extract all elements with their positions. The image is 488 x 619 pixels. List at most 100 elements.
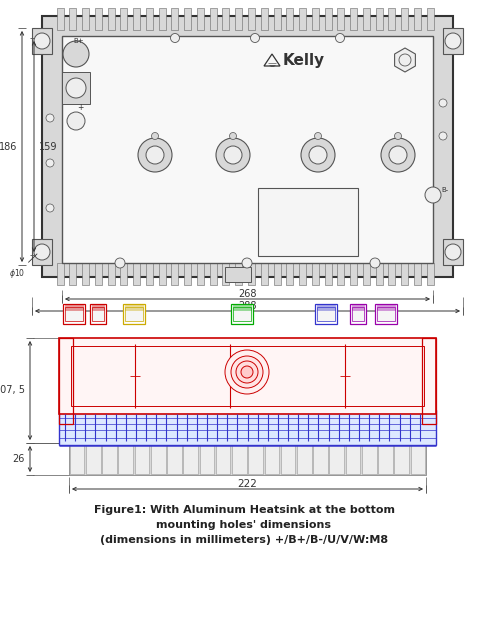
Bar [63,304,85,324]
Bar [90,304,106,324]
Bar [427,8,434,30]
Bar [159,263,165,285]
Bar [235,8,242,30]
Text: B+: B+ [73,38,84,44]
Bar [200,444,214,474]
Bar [350,8,357,30]
Bar [123,304,145,324]
Bar [151,444,165,474]
Bar [317,307,335,321]
Bar [286,8,293,30]
Bar [312,263,319,285]
Bar [248,263,255,285]
Bar [376,8,383,30]
Bar [183,444,198,474]
Bar [62,36,433,263]
Bar [69,8,76,30]
Circle shape [66,78,86,98]
Bar [414,263,421,285]
Bar [57,263,63,285]
Bar [233,304,251,310]
Bar [146,8,153,30]
Bar [422,338,436,424]
Bar [121,263,127,285]
Bar [223,8,229,30]
Text: 107, 5: 107, 5 [0,386,25,396]
Bar [235,263,242,285]
Bar [274,8,281,30]
Circle shape [231,356,263,388]
Bar [210,263,217,285]
Bar [337,8,345,30]
Bar [107,263,115,285]
Bar [388,263,395,285]
Bar [59,410,436,445]
Bar [171,8,179,30]
Circle shape [151,132,159,139]
Circle shape [146,146,164,164]
Bar [317,304,335,310]
Text: 288: 288 [238,301,257,311]
Bar [231,304,253,324]
Bar [62,72,90,104]
Bar [57,8,63,30]
Bar [167,444,182,474]
Circle shape [241,366,253,378]
Circle shape [425,187,441,203]
Circle shape [63,41,89,67]
Circle shape [370,258,380,268]
Bar [133,8,140,30]
Bar [299,8,306,30]
Bar [135,444,149,474]
Bar [171,263,179,285]
Bar [274,263,281,285]
Bar [223,263,229,285]
Bar [121,8,127,30]
Bar [216,444,230,474]
Bar [312,8,319,30]
Bar [363,263,370,285]
Bar [337,263,345,285]
Circle shape [445,244,461,260]
Circle shape [225,350,269,394]
Bar [315,304,337,324]
Bar [92,307,104,321]
Text: Kelly: Kelly [283,53,325,67]
Bar [375,304,397,324]
Bar [313,444,328,474]
Bar [184,8,191,30]
Bar [133,263,140,285]
Bar [248,444,263,474]
Bar [401,263,408,285]
Bar [210,8,217,30]
Bar [329,444,344,474]
Bar [197,8,204,30]
Circle shape [224,146,242,164]
Bar [281,444,295,474]
Bar [95,263,102,285]
Circle shape [301,138,335,172]
Bar [352,304,364,310]
Circle shape [46,159,54,167]
Circle shape [439,132,447,140]
Bar [69,443,426,475]
Bar [394,444,409,474]
Bar [159,8,165,30]
Bar [363,8,370,30]
Bar [297,444,312,474]
Bar [325,8,332,30]
Bar [264,444,279,474]
Text: 159: 159 [39,142,58,152]
Circle shape [34,33,50,49]
Bar [248,8,255,30]
Text: 222: 222 [238,479,258,489]
Bar [119,444,133,474]
Circle shape [46,204,54,212]
Polygon shape [395,48,415,72]
Bar [299,263,306,285]
Bar [69,263,76,285]
Bar [82,263,89,285]
Bar [125,307,143,321]
Text: 186: 186 [0,142,17,152]
Bar [232,444,247,474]
